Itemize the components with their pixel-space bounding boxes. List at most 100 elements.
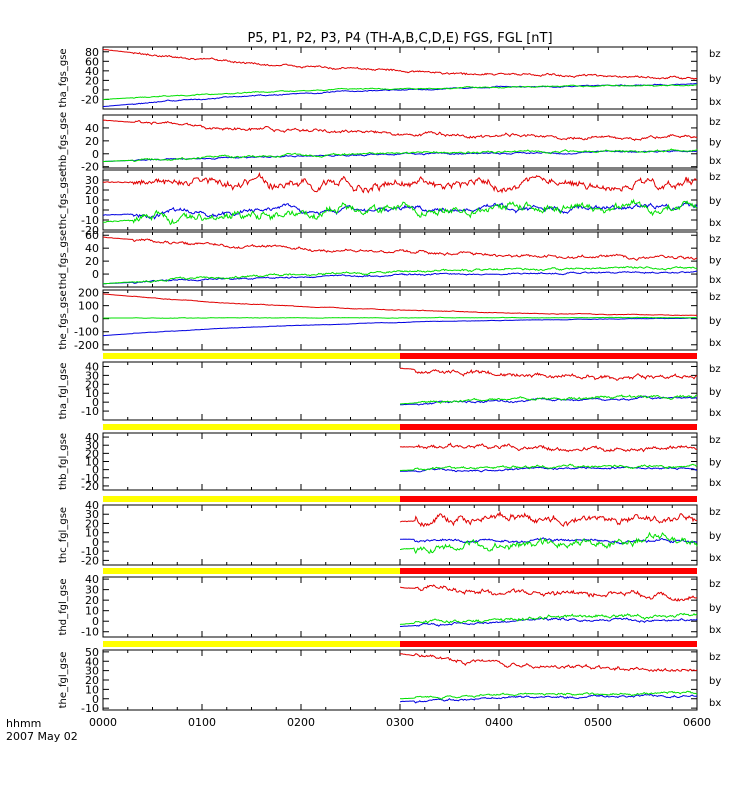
legend-bx: bx xyxy=(709,97,721,108)
legend-bx: bx xyxy=(709,338,721,349)
y-tick-label: 40 xyxy=(85,360,99,373)
legend-bz: bz xyxy=(709,234,721,245)
y-tick-label: -10 xyxy=(81,702,99,715)
legend-bz: bz xyxy=(709,172,721,183)
mode-bar-slow-3 xyxy=(103,568,400,574)
series-by-line xyxy=(103,198,698,226)
x-tick-label: 0300 xyxy=(386,716,414,729)
legend-by: by xyxy=(709,531,721,542)
series-bx-line xyxy=(102,317,698,337)
y-tick-label: 10 xyxy=(85,194,99,207)
legend-by: by xyxy=(709,196,721,207)
series-bz-line xyxy=(399,367,698,381)
y-tick-label: 20 xyxy=(85,674,99,687)
y-tick-label: 40 xyxy=(85,573,99,586)
mode-bar-fast-4 xyxy=(400,641,697,647)
y-axis-label: thc_fgl_gse xyxy=(58,507,69,563)
x-axis: 0000 0100 0200 0300 0400 0500 0600 xyxy=(89,716,711,729)
series-bx-line xyxy=(399,537,698,545)
series-bz-line xyxy=(102,171,698,194)
panel-frame xyxy=(102,169,698,231)
legend-bx: bx xyxy=(709,218,721,229)
legend-by: by xyxy=(709,387,721,398)
x-tick-label: 0500 xyxy=(584,716,612,729)
panel-frame xyxy=(102,432,698,491)
legend-bx: bx xyxy=(709,478,721,489)
y-tick-label: 200 xyxy=(78,287,99,300)
y-tick-label: 0 xyxy=(92,536,99,549)
series-bz-line xyxy=(102,293,698,317)
panel-frame xyxy=(102,361,698,421)
series-bz-line xyxy=(102,119,698,142)
y-tick-label: -10 xyxy=(81,626,99,639)
legend-bx: bx xyxy=(709,275,721,286)
series-bz-line xyxy=(102,236,698,261)
y-tick-label: 80 xyxy=(85,46,99,59)
y-tick-label: 40 xyxy=(85,499,99,512)
legend-by: by xyxy=(709,74,721,85)
y-tick-label: -20 xyxy=(81,480,99,493)
legend-bx: bx xyxy=(709,408,721,419)
date-label: 2007 May 02 xyxy=(6,730,78,743)
y-tick-label: 40 xyxy=(85,65,99,78)
y-tick-label: 100 xyxy=(78,300,99,313)
x-tick-label: 0400 xyxy=(485,716,513,729)
series-bx-line xyxy=(103,150,698,162)
y-axis-label: thc_fgs_gse xyxy=(58,171,69,230)
mode-bar-slow-0 xyxy=(103,353,400,359)
panel-frame xyxy=(102,504,698,566)
y-axis-label: tha_fgl_gse xyxy=(58,363,69,420)
y-tick-label: -200 xyxy=(74,339,99,352)
y-tick-label: -10 xyxy=(81,405,99,418)
series-bx-line xyxy=(102,270,698,285)
y-tick-label: -10 xyxy=(81,545,99,558)
y-tick-label: 20 xyxy=(85,255,99,268)
mode-bar-slow-2 xyxy=(103,496,400,502)
y-tick-label: 20 xyxy=(85,447,99,460)
legend-by: by xyxy=(709,138,721,149)
y-tick-label: 30 xyxy=(85,665,99,678)
y-axis-label: the_fgs_gse xyxy=(58,290,69,349)
panel-frame xyxy=(102,576,698,638)
y-tick-label: -100 xyxy=(74,326,99,339)
series-bz-line xyxy=(399,442,698,453)
y-axis-label: thd_fgs_gse xyxy=(58,230,69,289)
series-bz-line xyxy=(400,584,698,602)
series-by-line xyxy=(399,394,698,405)
x-tick-label: 0600 xyxy=(683,716,711,729)
y-tick-label: -10 xyxy=(81,472,99,485)
series-by-line xyxy=(400,531,698,555)
y-tick-label: 30 xyxy=(85,439,99,452)
series-by-line xyxy=(399,463,698,472)
series-bx-line xyxy=(399,693,698,704)
legend-bz: bz xyxy=(709,652,721,663)
y-tick-label: 0 xyxy=(92,615,99,628)
legend-bz: bz xyxy=(709,49,721,60)
mode-bar-fast-3 xyxy=(400,568,697,574)
y-tick-label: 0 xyxy=(92,204,99,217)
legend-bz: bz xyxy=(709,364,721,375)
legend-bz: bz xyxy=(709,292,721,303)
series-bz-line xyxy=(399,653,698,672)
y-axis-label: thb_fgl_gse xyxy=(58,433,69,490)
panel-frame xyxy=(102,289,698,351)
series-by-line xyxy=(102,265,698,285)
y-tick-label: 20 xyxy=(85,378,99,391)
panel-frame xyxy=(102,231,698,288)
y-tick-label: 60 xyxy=(85,229,99,242)
legend-by: by xyxy=(709,458,721,469)
y-tick-label: 40 xyxy=(85,431,99,444)
y-tick-label: 0 xyxy=(92,148,99,161)
series-bz-line xyxy=(102,48,698,80)
mode-bar-fast-1 xyxy=(400,424,697,430)
series-bx-line xyxy=(102,201,698,220)
